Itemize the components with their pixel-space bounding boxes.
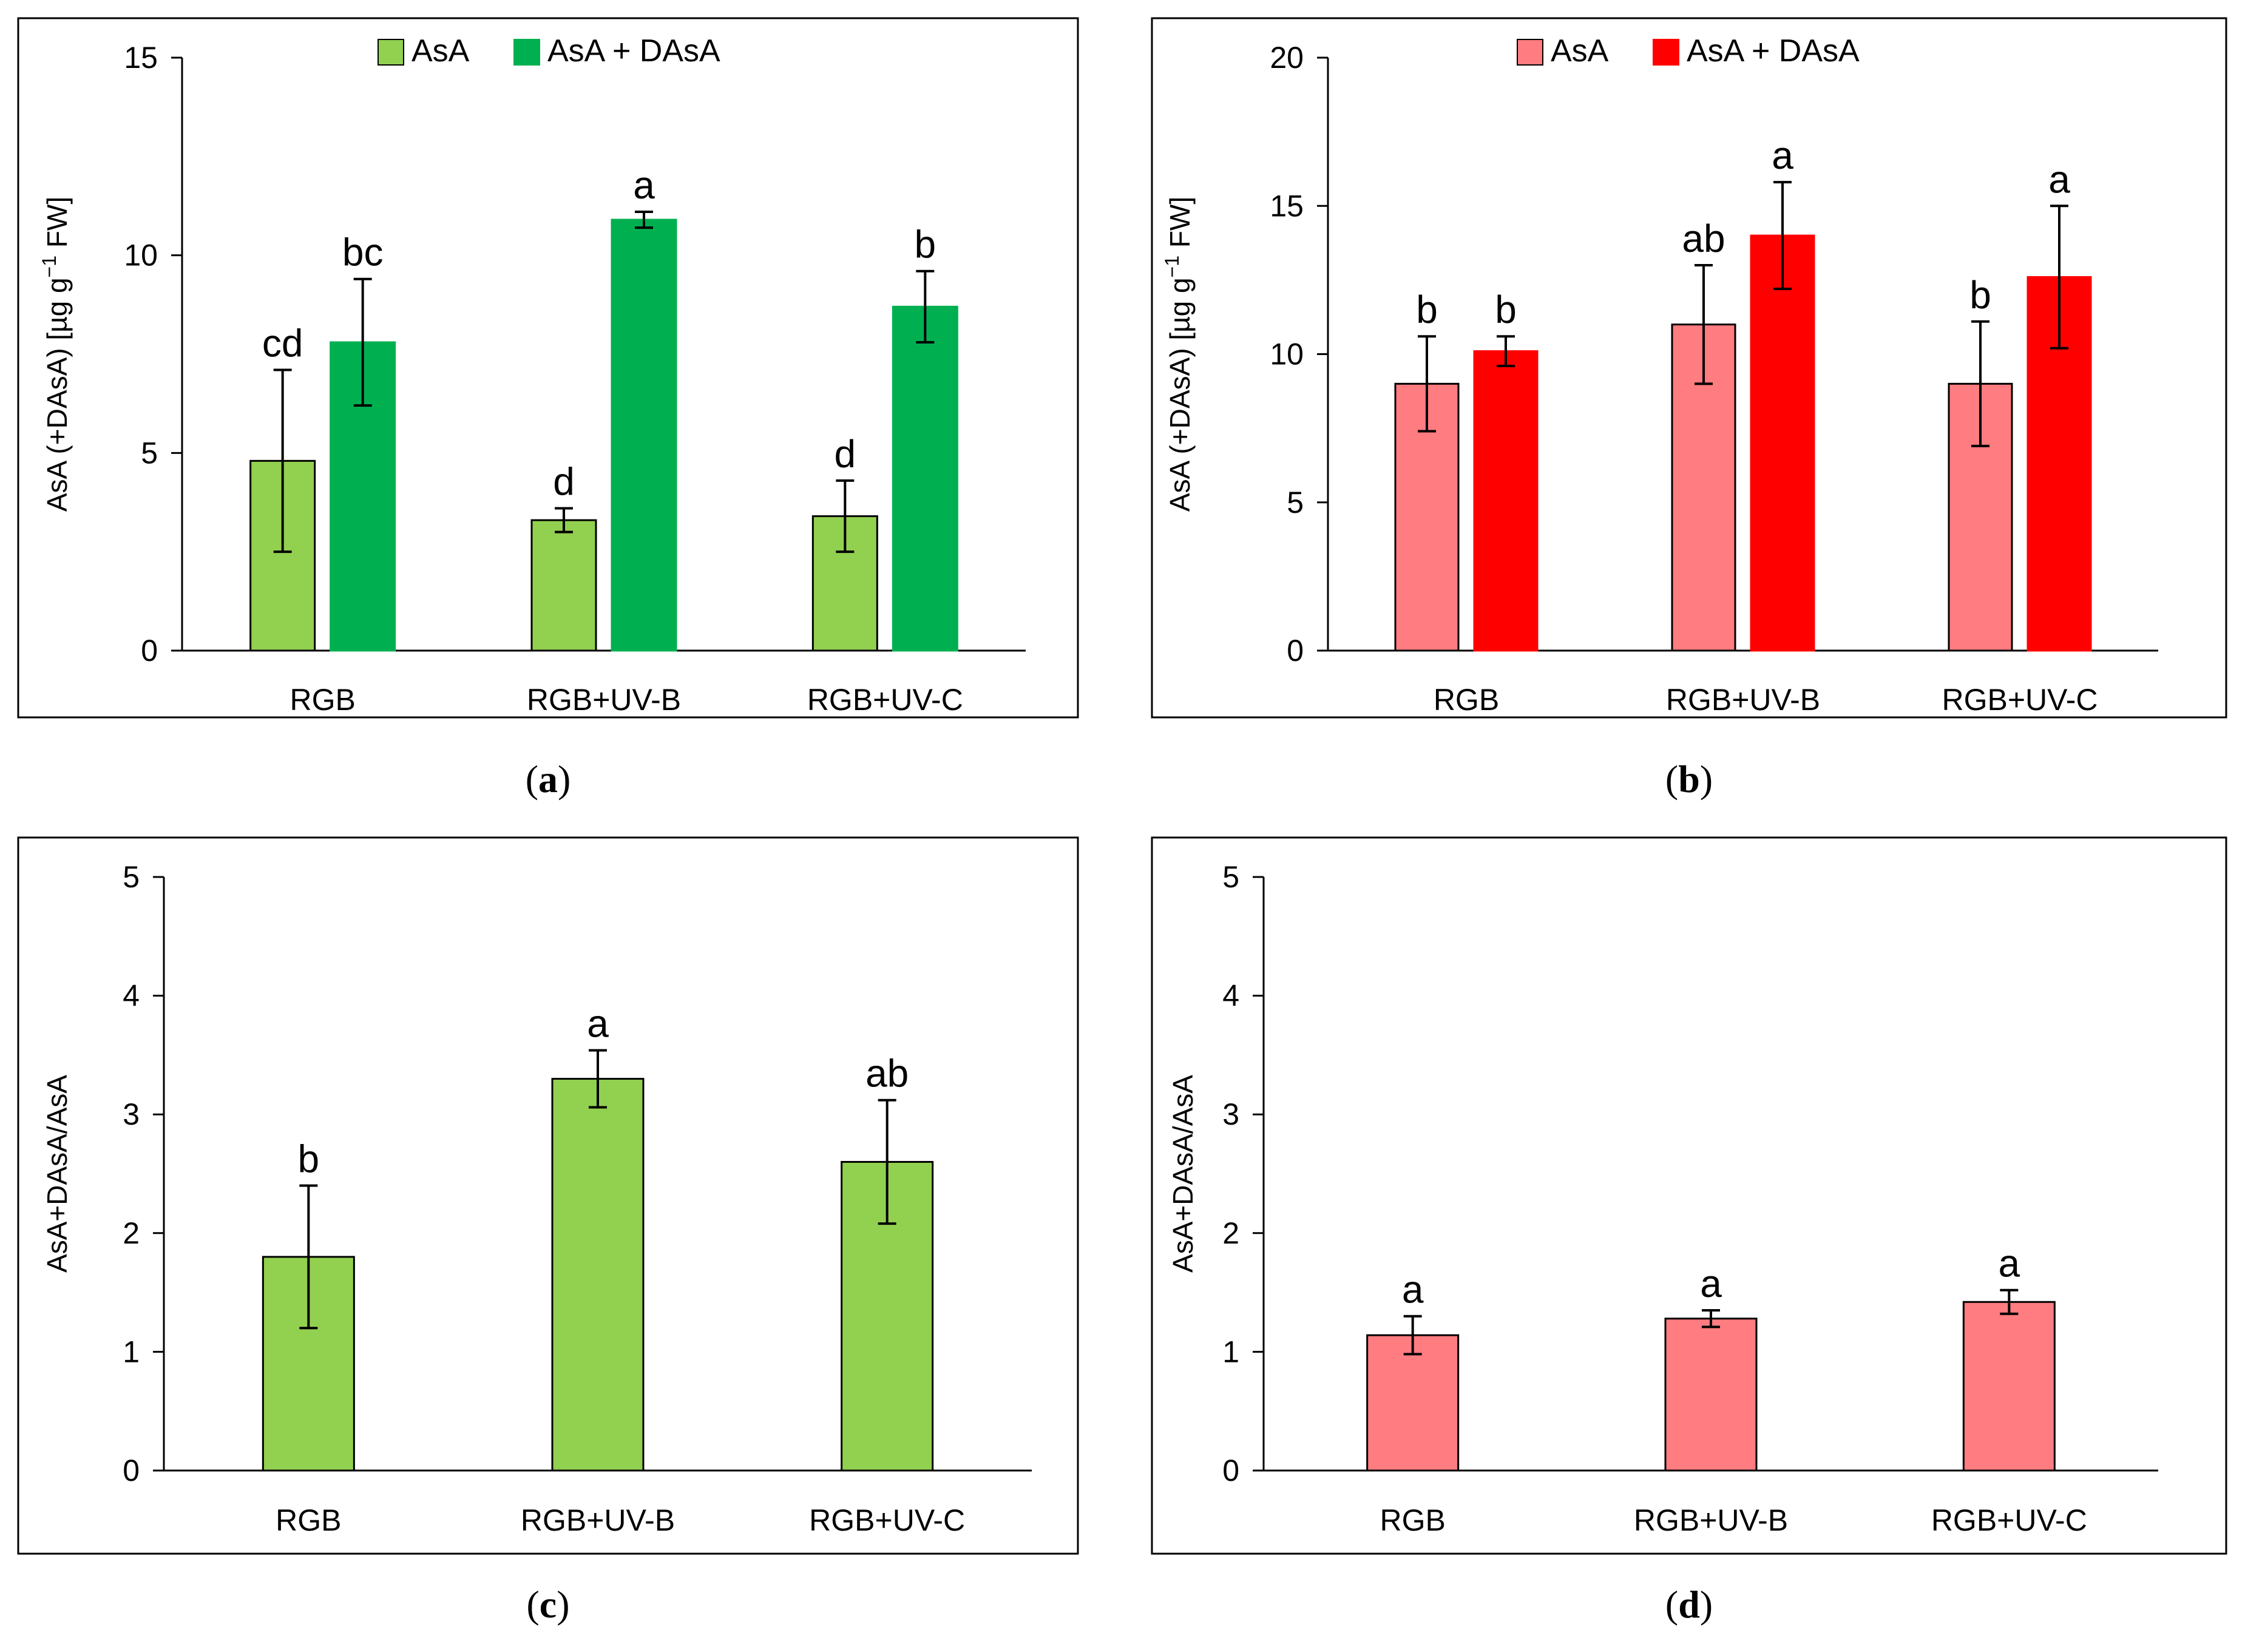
legend-label: AsA — [411, 33, 470, 69]
y-tick-label: 4 — [123, 979, 140, 1013]
chart-panel-a: 0 5 10 15 AsA (+DAsA) [µg g−1 FW] AsA AsA + DA… — [17, 17, 1079, 719]
bar — [1366, 1334, 1460, 1472]
panel-caption-c: (c) — [526, 1583, 569, 1626]
bar — [530, 519, 597, 652]
x-tick-label: RGB+UV-B — [521, 1503, 675, 1537]
bar — [1750, 234, 1815, 652]
y-tick-label: 5 — [1222, 860, 1239, 894]
bar — [611, 218, 677, 652]
bar — [892, 305, 958, 652]
legend-label: AsA + DAsA — [1687, 33, 1860, 69]
y-tick-label: 20 — [1270, 41, 1304, 75]
panel-caption-d: (d) — [1665, 1583, 1713, 1626]
significance-letter: a — [1999, 1242, 2020, 1285]
y-tick-label: 0 — [1287, 634, 1304, 668]
chart-panel-b: 0 5 10 15 20 AsA (+DAsA) [µg g−1 FW] AsA AsA + … — [1151, 17, 2227, 719]
bar — [1473, 350, 1539, 652]
y-tick-label: 5 — [1287, 486, 1304, 520]
x-tick-label: RGB — [276, 1503, 341, 1537]
bar — [1962, 1301, 2056, 1472]
x-tick-label: RGB+UV-B — [1666, 683, 1820, 717]
significance-letter: a — [633, 163, 655, 207]
significance-letter: a — [1772, 134, 1793, 177]
chart-panel-c: 0 1 2 3 4 5 AsA+DAsA/AsA b RGB a RGB+UV-B ab RGB+UV-… — [17, 836, 1079, 1555]
x-tick-label: RGB+UV-B — [527, 683, 681, 717]
x-tick-label: RGB — [1380, 1503, 1445, 1537]
y-tick-label: 5 — [141, 436, 158, 470]
panel-caption-b: (b) — [1665, 757, 1713, 801]
x-tick-label: RGB+UV-C — [809, 1503, 965, 1537]
y-tick-label: 15 — [1270, 189, 1304, 223]
significance-letter: b — [1495, 288, 1517, 331]
significance-letter: b — [915, 223, 936, 266]
bar — [1664, 1318, 1758, 1472]
x-tick-label: RGB+UV-C — [807, 683, 963, 717]
bar — [551, 1078, 645, 1472]
y-axis-title: AsA (+DAsA) [µg g−1 FW] — [38, 197, 73, 512]
legend-swatch — [1517, 39, 1543, 66]
legend-label: AsA — [1551, 33, 1609, 69]
legend: AsA AsA + DAsA — [1517, 33, 1860, 69]
y-tick-label: 3 — [1222, 1097, 1239, 1131]
y-tick-label: 10 — [124, 239, 158, 273]
y-tick-label: 15 — [124, 41, 158, 75]
y-axis-title: AsA+DAsA/AsA — [1167, 1075, 1199, 1273]
y-tick-label: 5 — [123, 860, 140, 894]
legend-swatch — [378, 39, 404, 66]
significance-letter: a — [587, 1002, 609, 1046]
significance-letter: d — [553, 460, 575, 504]
chart-panel-d: 0 1 2 3 4 5 AsA+DAsA/AsA a RGB a RGB+UV-B a RGB+UV-C — [1151, 836, 2227, 1555]
significance-letter: bc — [342, 231, 384, 274]
significance-letter: b — [298, 1137, 320, 1181]
legend: AsA AsA + DAsA — [378, 33, 720, 69]
y-tick-label: 10 — [1270, 337, 1304, 371]
panel-caption-a: (a) — [526, 757, 571, 801]
y-tick-label: 2 — [1222, 1216, 1239, 1250]
x-tick-label: RGB — [290, 683, 355, 717]
y-tick-label: 0 — [123, 1454, 140, 1488]
y-tick-label: 0 — [1222, 1454, 1239, 1488]
legend-swatch — [1653, 39, 1679, 66]
y-tick-label: 1 — [1222, 1335, 1239, 1369]
y-tick-label: 0 — [141, 634, 158, 668]
y-tick-label: 2 — [123, 1216, 140, 1250]
x-tick-label: RGB+UV-C — [1942, 683, 2098, 717]
significance-letter: b — [1969, 273, 1991, 317]
legend-label: AsA + DAsA — [547, 33, 720, 69]
y-axis-title: AsA (+DAsA) [µg g−1 FW] — [1161, 197, 1196, 512]
significance-letter: b — [1416, 288, 1438, 331]
y-tick-label: 3 — [123, 1097, 140, 1131]
y-tick-label: 4 — [1222, 979, 1239, 1013]
significance-letter: ab — [865, 1052, 909, 1095]
significance-letter: a — [1700, 1262, 1722, 1305]
significance-letter: a — [1402, 1268, 1424, 1312]
y-tick-label: 1 — [123, 1335, 140, 1369]
y-axis-title: AsA+DAsA/AsA — [41, 1075, 73, 1273]
x-tick-label: RGB — [1434, 683, 1499, 717]
significance-letter: ab — [1682, 217, 1725, 260]
legend-swatch — [513, 39, 540, 66]
x-tick-label: RGB+UV-B — [1634, 1503, 1788, 1537]
significance-letter: a — [2048, 157, 2070, 201]
significance-letter: cd — [262, 322, 303, 365]
x-tick-label: RGB+UV-C — [1931, 1503, 2087, 1537]
significance-letter: d — [835, 432, 856, 476]
